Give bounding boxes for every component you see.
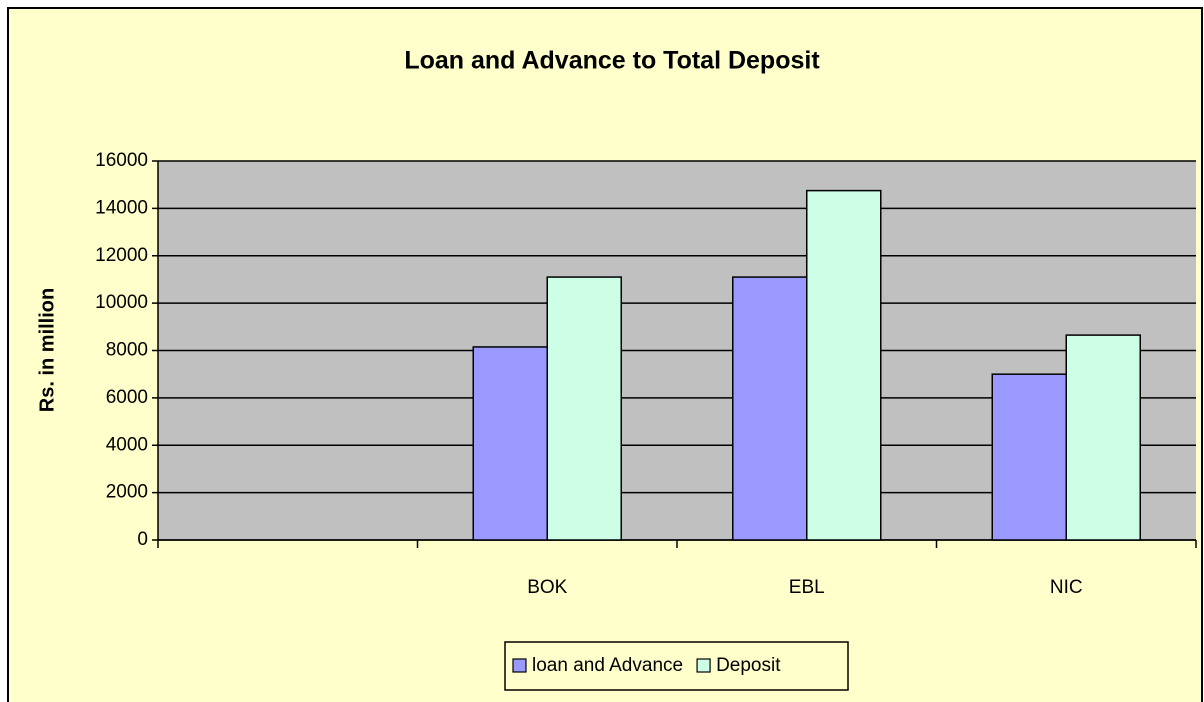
- legend-label: Deposit: [716, 655, 781, 676]
- y-tick-label: 8000: [106, 340, 148, 361]
- bar: [472, 346, 548, 541]
- bar: [991, 373, 1067, 541]
- y-tick-label: 2000: [106, 482, 148, 503]
- y-tick-label: 14000: [95, 197, 148, 218]
- bar: [806, 189, 882, 541]
- bar: [732, 276, 808, 541]
- y-tick-label: 4000: [106, 434, 148, 455]
- legend-swatch: [696, 658, 711, 673]
- legend-box: [504, 641, 849, 691]
- y-tick-label: 16000: [95, 150, 148, 171]
- legend-label: loan and Advance: [532, 655, 683, 676]
- x-tick-label: BOK: [527, 577, 567, 598]
- y-tick-label: 6000: [106, 387, 148, 408]
- legend-swatch: [512, 658, 527, 673]
- y-tick-label: 10000: [95, 292, 148, 313]
- y-tick-label: 12000: [95, 245, 148, 266]
- y-axis-label: Rs. in million: [36, 288, 58, 412]
- chart-title: Loan and Advance to Total Deposit: [404, 47, 820, 75]
- x-tick-label: NIC: [1050, 577, 1083, 598]
- y-tick-label: 0: [137, 529, 148, 550]
- bar: [1065, 334, 1141, 541]
- bar: [546, 276, 622, 541]
- x-tick-label: EBL: [789, 577, 825, 598]
